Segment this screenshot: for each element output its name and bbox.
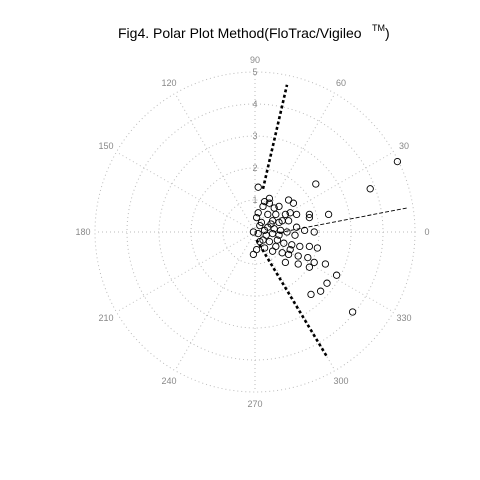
data-point bbox=[305, 263, 314, 271]
data-point bbox=[305, 213, 314, 222]
angle-label: 270 bbox=[247, 399, 262, 409]
data-points bbox=[249, 157, 402, 316]
data-point bbox=[288, 241, 296, 249]
reference-line bbox=[261, 84, 289, 190]
radial-label: 5 bbox=[252, 67, 257, 77]
data-point bbox=[289, 199, 298, 207]
data-point bbox=[284, 217, 293, 225]
data-point bbox=[265, 199, 274, 207]
data-point bbox=[265, 194, 274, 203]
radial-label: 4 bbox=[252, 99, 257, 109]
data-point bbox=[304, 253, 312, 262]
data-point bbox=[310, 258, 318, 267]
data-point bbox=[268, 247, 277, 255]
data-point bbox=[296, 242, 304, 251]
data-point bbox=[294, 252, 302, 260]
grid-spoke bbox=[116, 151, 256, 233]
data-point bbox=[321, 260, 330, 268]
chart-title-superscript: TM bbox=[372, 23, 385, 33]
data-point bbox=[313, 244, 322, 252]
data-point bbox=[283, 228, 291, 236]
data-point bbox=[300, 226, 309, 235]
data-point bbox=[252, 213, 261, 222]
data-point bbox=[264, 223, 272, 231]
angle-label: 300 bbox=[333, 376, 348, 386]
data-point bbox=[310, 228, 318, 236]
radial-label: 2 bbox=[252, 163, 257, 173]
angle-label: 210 bbox=[99, 313, 114, 323]
data-point bbox=[393, 157, 402, 166]
data-point bbox=[268, 217, 277, 225]
angle-label: 120 bbox=[161, 78, 176, 88]
radial-labels: 1 2 3 4 5 bbox=[252, 67, 257, 205]
data-point bbox=[259, 202, 267, 211]
data-point bbox=[284, 196, 293, 204]
angle-label: 150 bbox=[99, 141, 114, 151]
angle-label: 180 bbox=[75, 227, 90, 237]
reference-line bbox=[255, 239, 329, 358]
grid-ring bbox=[94, 71, 416, 393]
angle-label: 60 bbox=[336, 78, 346, 88]
data-point bbox=[294, 260, 302, 268]
chart-title-suffix: ) bbox=[385, 25, 390, 41]
data-point bbox=[292, 210, 301, 219]
angle-label: 90 bbox=[250, 55, 260, 65]
data-point bbox=[305, 210, 314, 219]
angle-label: 240 bbox=[161, 376, 176, 386]
radial-label: 1 bbox=[252, 195, 257, 205]
angle-label: 330 bbox=[396, 313, 411, 323]
data-point bbox=[286, 245, 294, 254]
data-point bbox=[324, 210, 333, 219]
data-point bbox=[265, 237, 274, 246]
data-point bbox=[280, 239, 288, 247]
data-point bbox=[249, 250, 258, 259]
data-point bbox=[256, 221, 264, 230]
data-point bbox=[249, 228, 258, 236]
angle-label: 30 bbox=[399, 141, 409, 151]
data-point bbox=[272, 210, 280, 219]
data-point bbox=[272, 242, 280, 251]
reference-line bbox=[278, 207, 408, 234]
reference-lines bbox=[255, 84, 408, 358]
data-point bbox=[278, 217, 286, 225]
data-point bbox=[254, 209, 262, 217]
data-point bbox=[256, 237, 264, 246]
data-point bbox=[291, 231, 299, 239]
grid-spoke bbox=[174, 231, 256, 371]
data-point bbox=[275, 202, 283, 211]
data-point bbox=[260, 244, 269, 252]
angle-labels: 0 30 60 90 120 150 180 210 240 270 300 330 bbox=[75, 55, 429, 409]
data-point bbox=[292, 223, 301, 231]
grid-spoke bbox=[254, 151, 394, 233]
data-point bbox=[323, 279, 331, 287]
data-point bbox=[275, 231, 283, 239]
radial-label: 3 bbox=[252, 131, 257, 141]
data-point bbox=[307, 290, 315, 299]
data-point bbox=[281, 258, 290, 267]
grid-spoke bbox=[116, 231, 256, 313]
data-point bbox=[316, 287, 325, 295]
data-point bbox=[281, 210, 290, 219]
data-point bbox=[254, 229, 262, 238]
data-point bbox=[348, 308, 357, 316]
data-point bbox=[262, 231, 270, 239]
data-point bbox=[332, 271, 341, 279]
data-point bbox=[278, 249, 286, 257]
grid-spoke bbox=[254, 231, 394, 313]
data-point bbox=[312, 180, 320, 188]
grid-spoke bbox=[174, 93, 256, 233]
data-point bbox=[264, 210, 272, 219]
data-point bbox=[254, 183, 262, 191]
data-point bbox=[305, 242, 314, 251]
data-point bbox=[284, 250, 293, 259]
chart-title: Fig4. Polar Plot Method(FloTrac/Vigileo bbox=[118, 25, 362, 41]
angle-label: 0 bbox=[424, 227, 429, 237]
data-point bbox=[366, 185, 374, 193]
data-point bbox=[252, 245, 261, 254]
grid-spoke bbox=[254, 93, 336, 233]
